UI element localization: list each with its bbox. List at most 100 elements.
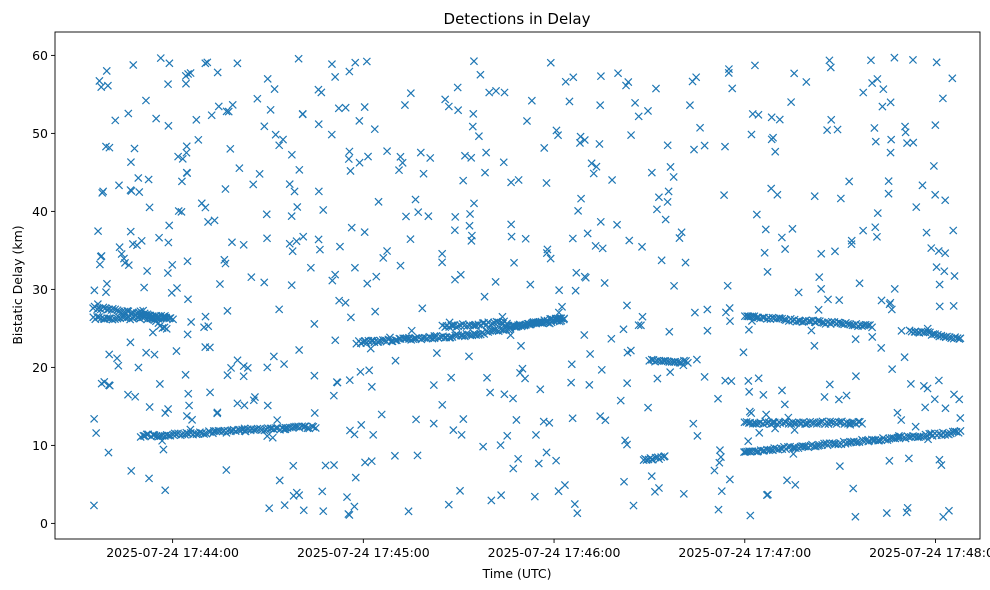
detection-point (334, 104, 343, 113)
detection-point (341, 298, 350, 307)
detection-point (452, 323, 461, 332)
detection-point (268, 433, 277, 442)
detection-point (940, 267, 949, 276)
detection-point (105, 350, 114, 359)
detection-point (249, 180, 258, 189)
detection-point (233, 399, 242, 408)
x-tick-label: 2025-07-24 17:46:00 (488, 545, 621, 560)
detection-point (136, 307, 145, 316)
detection-point (201, 59, 210, 68)
detection-point (866, 56, 875, 65)
detection-point (720, 142, 730, 151)
detection-point (847, 236, 856, 245)
detection-point (405, 334, 414, 344)
detection-point (534, 459, 543, 468)
detection-point (224, 107, 233, 116)
detection-point (298, 422, 307, 431)
detection-point (184, 429, 193, 438)
detection-point (429, 419, 438, 428)
detection-point (97, 83, 106, 92)
detection-point (596, 72, 605, 81)
x-tick-label: 2025-07-24 17:48:00 (869, 545, 990, 560)
detection-point (263, 74, 272, 83)
detection-point (449, 426, 458, 435)
detection-point (740, 448, 749, 457)
detection-point (868, 323, 877, 332)
detection-point (214, 102, 223, 111)
detection-point (901, 128, 910, 137)
detection-point (458, 331, 467, 340)
detection-point (450, 275, 460, 284)
detection-point (769, 417, 778, 426)
detection-point (464, 352, 474, 361)
detection-point (438, 258, 447, 267)
detection-point (102, 66, 111, 75)
detection-point (420, 333, 429, 342)
detection-point (434, 333, 443, 342)
detection-point (363, 279, 372, 288)
detection-point (783, 476, 792, 485)
detection-point (788, 224, 797, 233)
detection-point (479, 442, 488, 451)
detection-point (540, 143, 549, 152)
detection-point (220, 255, 229, 264)
detection-point (663, 141, 672, 150)
detection-point (499, 158, 508, 167)
detection-point (275, 141, 284, 150)
detection-point (99, 303, 108, 312)
detection-point (557, 302, 567, 311)
y-tick-label: 20 (32, 360, 48, 375)
detection-point (185, 401, 194, 410)
detection-point (289, 461, 298, 470)
detection-point (123, 390, 133, 399)
detection-point (438, 249, 447, 258)
detection-point (516, 341, 526, 350)
detection-point (918, 181, 927, 190)
detection-point (142, 348, 151, 357)
detection-point (272, 423, 281, 433)
detection-point (345, 147, 354, 156)
detection-point (953, 334, 962, 343)
detection-point (145, 203, 154, 212)
detection-point (374, 197, 383, 206)
detection-point (457, 430, 466, 439)
detection-point (165, 221, 174, 230)
detection-point (161, 486, 170, 495)
detection-point (596, 412, 605, 421)
detection-point (101, 288, 110, 297)
detection-point (619, 325, 628, 334)
detection-point (646, 454, 655, 463)
detection-point (921, 403, 930, 412)
detection-point (145, 403, 154, 412)
detection-point (168, 260, 177, 269)
detection-point (572, 268, 581, 277)
detection-point (290, 187, 299, 196)
detection-point (669, 172, 678, 182)
detection-point (383, 147, 392, 156)
detection-point (164, 121, 173, 130)
detection-point (292, 237, 301, 246)
detection-point (343, 493, 352, 502)
detection-point (210, 216, 219, 225)
detection-point (137, 236, 146, 245)
detection-point (884, 189, 893, 198)
detection-point (768, 419, 777, 428)
detection-point (127, 466, 136, 475)
detection-point (140, 283, 149, 292)
detection-point (183, 330, 192, 339)
detection-point (931, 121, 940, 130)
detection-point (424, 212, 433, 221)
detection-point (453, 83, 462, 92)
detection-point (406, 235, 415, 244)
detection-point (120, 258, 130, 267)
detection-point (724, 65, 733, 74)
detection-point (577, 194, 586, 203)
detection-point (871, 223, 880, 232)
detection-point (156, 54, 165, 63)
detection-point (178, 154, 187, 163)
detection-point (114, 361, 123, 370)
detection-point (575, 138, 584, 147)
y-tick-label: 50 (32, 126, 48, 141)
detection-point (607, 334, 616, 343)
detection-point (152, 114, 161, 123)
